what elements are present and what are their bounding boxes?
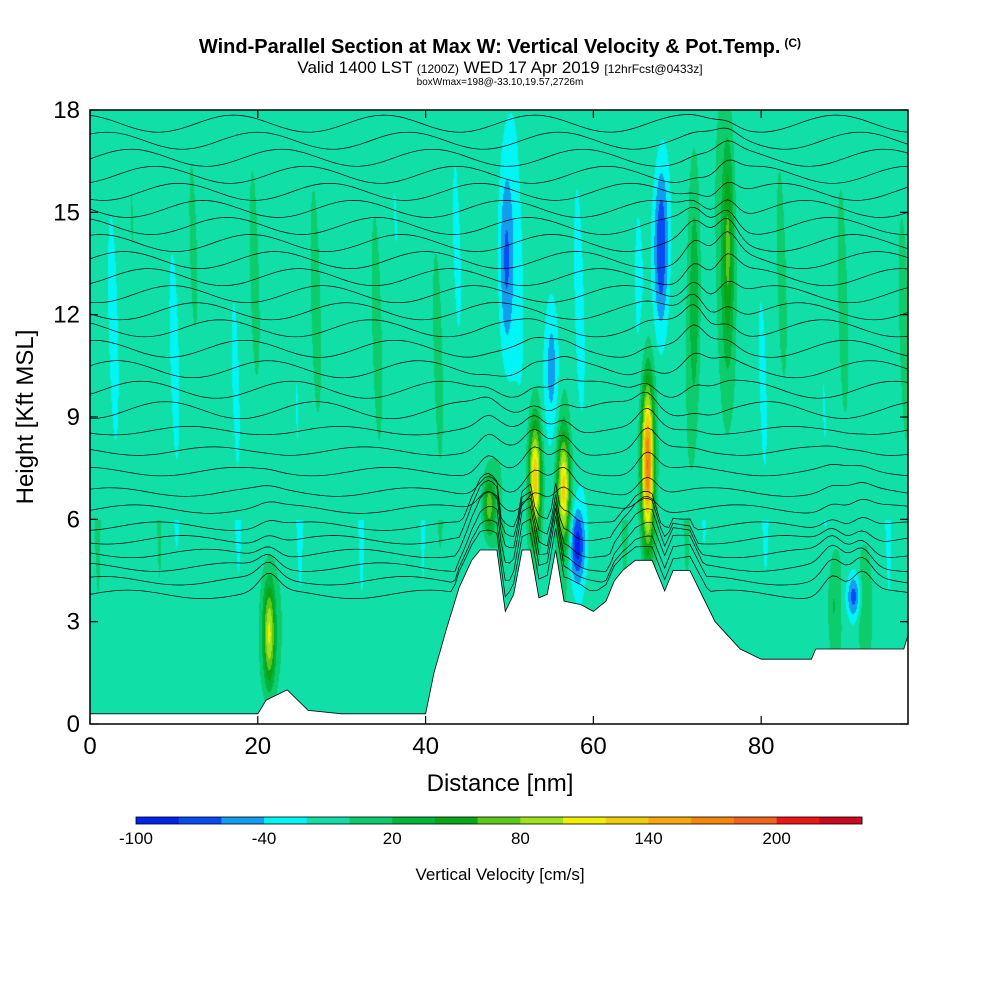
y-axis-label: Height [Kft MSL] xyxy=(12,330,39,505)
colorbar-swatch xyxy=(520,817,564,824)
colorbar-swatch xyxy=(605,817,649,824)
colorbar-swatch xyxy=(648,817,692,824)
theta-isoline xyxy=(90,378,908,399)
x-axis-label: Distance [nm] xyxy=(427,770,574,797)
x-tick-label: 40 xyxy=(412,733,439,760)
theta-isoline xyxy=(90,480,908,545)
theta-isoline xyxy=(90,516,908,586)
theta-isoline xyxy=(90,181,908,201)
colorbar-label: Vertical Velocity [cm/s] xyxy=(415,865,584,884)
chart-subtitle: Valid 1400 LST (1200Z) WED 17 Apr 2019 [… xyxy=(0,58,1000,78)
title-mark: (C) xyxy=(784,36,802,50)
y-tick-label: 3 xyxy=(67,609,80,636)
theta-isoline xyxy=(90,528,908,599)
x-tick-label: 0 xyxy=(83,733,96,760)
theta-isoline xyxy=(90,114,908,133)
colorbar-swatch xyxy=(733,817,777,824)
theta-isoline xyxy=(90,127,908,150)
colorbar-swatch xyxy=(136,817,180,824)
chart-title: Wind-Parallel Section at Max W: Vertical… xyxy=(0,36,1000,59)
colorbar-swatch xyxy=(306,817,350,824)
theta-isoline xyxy=(90,140,908,167)
theta-isoline xyxy=(90,391,908,420)
theta-isoline xyxy=(90,280,908,304)
colorbar-tick-label: 140 xyxy=(634,829,662,848)
colorbar-swatch xyxy=(776,817,820,824)
theta-isoline xyxy=(90,199,908,218)
terrain-mask xyxy=(90,549,908,724)
theta-isoline xyxy=(90,206,908,235)
theta-isoline xyxy=(90,505,908,572)
valid-date: WED 17 Apr 2019 xyxy=(463,58,600,77)
colorbar-tick-label: 80 xyxy=(511,829,530,848)
colorbar-tick-label: 20 xyxy=(383,829,402,848)
colorbar-tick-label: 200 xyxy=(762,829,790,848)
theta-isoline xyxy=(90,231,908,269)
box-info: boxWmax=198@-33.10,19.57,2726m xyxy=(416,77,584,88)
x-axis: 0 20 40 60 80 xyxy=(83,110,775,760)
valid-time: Valid 1400 LST xyxy=(297,58,413,77)
theta-isoline xyxy=(90,472,908,531)
theta-isoline xyxy=(90,427,908,456)
colorbar-swatch xyxy=(691,817,735,824)
theta-isoline xyxy=(90,159,908,184)
y-tick-label: 15 xyxy=(53,199,80,226)
x-tick-label: 80 xyxy=(748,733,775,760)
colorbar-swatch xyxy=(477,817,521,824)
y-axis: 0 3 6 9 12 15 18 xyxy=(53,97,908,738)
colorbar: -100 -40 20 80 140 200 xyxy=(119,816,863,848)
theta-isoline xyxy=(90,304,908,338)
theta-isoline xyxy=(90,324,908,358)
forecast-info: [12hrFcst@0433z] xyxy=(604,62,703,76)
valid-utc: (1200Z) xyxy=(416,62,459,76)
y-tick-label: 18 xyxy=(53,97,80,124)
colorbar-swatch xyxy=(264,817,308,824)
theta-isoline xyxy=(90,466,908,497)
y-tick-label: 6 xyxy=(67,506,80,533)
colorbar-swatch xyxy=(392,817,436,824)
plot-area xyxy=(90,110,908,724)
theta-isoline xyxy=(90,293,908,321)
colorbar-frame xyxy=(135,816,863,825)
y-tick-label: 9 xyxy=(67,404,80,431)
x-tick-label: 60 xyxy=(580,733,607,760)
x-tick-label: 20 xyxy=(244,733,271,760)
colorbar-swatch xyxy=(349,817,393,824)
theta-isoline xyxy=(90,253,908,287)
colorbar-swatch xyxy=(819,817,863,824)
theta-isoline xyxy=(90,217,908,252)
colorbar-tick-label: -100 xyxy=(119,829,153,848)
colorbar-tick-label: -40 xyxy=(252,829,277,848)
theta-isoline xyxy=(90,352,908,379)
theta-isolines xyxy=(90,114,908,599)
colorbar-swatch xyxy=(563,817,607,824)
y-tick-label: 12 xyxy=(53,302,80,329)
colorbar-swatch xyxy=(178,817,222,824)
theta-isoline xyxy=(90,407,908,436)
theta-isoline xyxy=(90,486,908,514)
colorbar-swatch xyxy=(434,817,478,824)
theta-isoline xyxy=(90,446,908,477)
title-text: Wind-Parallel Section at Max W: Vertical… xyxy=(198,36,781,58)
y-tick-label: 0 xyxy=(67,711,80,738)
colorbar-swatch xyxy=(221,817,265,824)
theta-isoline xyxy=(90,491,908,559)
